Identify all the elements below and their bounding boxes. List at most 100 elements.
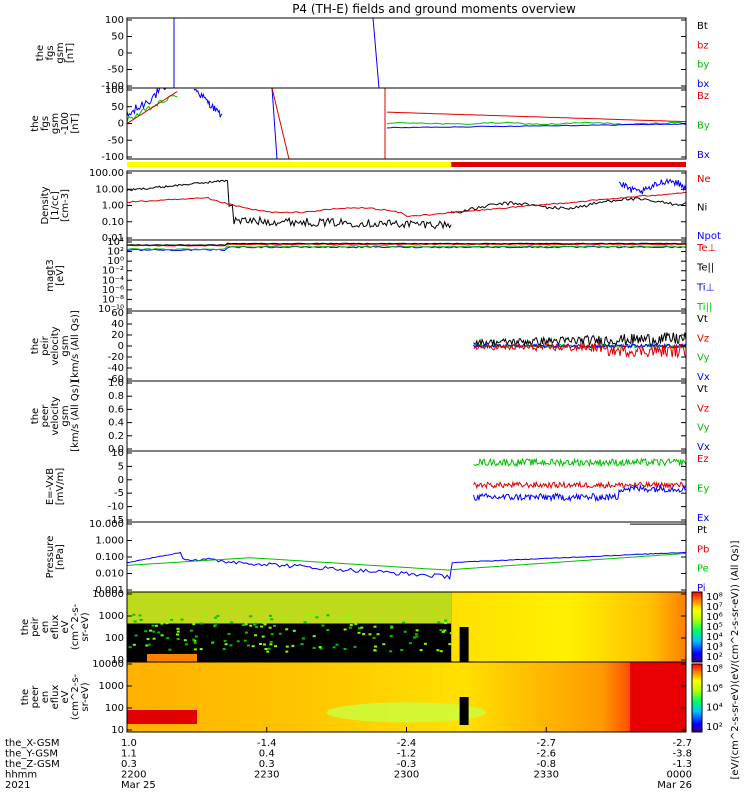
ylabel-line: [km/s (All Qs)]: [70, 380, 81, 452]
panel-fgs_zoom-traces: [127, 88, 686, 159]
legend-Vx: Vx: [697, 442, 710, 453]
xrow-label: hhmm: [5, 770, 37, 781]
xrow-value: -1.3: [672, 759, 692, 770]
chart-title: P4 (TH-E) fields and ground moments over…: [292, 2, 576, 16]
xrow-value: 1.0: [121, 738, 137, 749]
ytick-label: 100: [105, 85, 124, 96]
colorbar-1: [691, 591, 703, 663]
xrow-value: 2200: [121, 770, 146, 781]
spectrogram-speck: [286, 614, 290, 617]
ytick-label: 100: [105, 633, 124, 644]
colorbar-tick: 10²: [706, 722, 723, 733]
spectrogram-speck: [192, 623, 196, 626]
legend-Te⊥: Te⊥: [696, 243, 716, 254]
ytick-label: 10.000: [89, 519, 124, 530]
ylabel-line: magt3: [45, 259, 56, 292]
legend-Ne: Ne: [697, 174, 711, 185]
spectrogram-speck: [389, 650, 393, 653]
legend-Pe: Pe: [697, 564, 709, 575]
spectrogram-speck: [222, 648, 226, 651]
spectrogram-speck: [227, 632, 231, 635]
trace-vx: [473, 343, 686, 350]
spectrogram-speck: [360, 626, 364, 629]
xrow-value: -1.2: [397, 749, 417, 760]
ylabel-line: Pressure: [45, 536, 56, 579]
legend-Ti⊥: Ti⊥: [696, 282, 714, 293]
spectrogram-speck: [273, 624, 276, 627]
legend-By: By: [697, 121, 710, 132]
legend-Vy: Vy: [697, 423, 710, 434]
spectrogram-speck: [414, 633, 418, 636]
trace-ti-par: [127, 245, 686, 251]
spectrogram-speck: [357, 627, 361, 630]
spectrogram-low-patch: [147, 654, 197, 662]
spectrogram-speck: [441, 630, 445, 633]
xrow-label: the_Z-GSM: [5, 759, 60, 770]
spectrogram-speck: [403, 630, 407, 633]
xrow-value: -1.4: [257, 738, 277, 749]
xrow-value: 2330: [534, 770, 559, 781]
trace-te-par: [127, 242, 686, 246]
panel-density-traces: [127, 178, 686, 230]
ytick-label: 0: [118, 48, 124, 59]
spectrogram-speck: [160, 634, 164, 637]
spectrogram-speck: [253, 623, 257, 626]
ytick-label: 10000: [92, 659, 124, 670]
xrow-value: -3.8: [672, 749, 692, 760]
spectrogram-speck: [261, 635, 265, 638]
panel-peer_vel: 1.0 0.8 0.6 0.4 0.2 0.0 the peer velocity gsm [km/…: [30, 378, 710, 455]
ylabel-line: Density: [40, 186, 51, 224]
xrow-label: the_X-GSM: [5, 738, 59, 749]
colorbar-tick: 10⁵: [706, 622, 723, 633]
spectrogram-speck: [176, 633, 179, 636]
xrow-value: -2.7: [536, 738, 556, 749]
spectrogram-speck: [285, 628, 289, 631]
spectrogram-speck: [400, 649, 404, 651]
ytick-label: 10000: [92, 589, 124, 600]
spectrogram-speck: [267, 647, 271, 650]
ytick-label: 0.6: [108, 404, 124, 415]
ylabel-line: [nT]: [70, 113, 81, 133]
spectrogram-speck: [374, 645, 377, 648]
mode-bar-yellow: [127, 162, 452, 167]
spectrogram-speck: [160, 622, 164, 625]
ylabel-line: velocity: [50, 326, 61, 365]
mode-bar-red: [451, 162, 686, 167]
spectrogram-speck: [244, 623, 248, 626]
spectrogram-speck: [382, 643, 386, 646]
trace-bx-fall: [193, 88, 223, 118]
ylabel-line: peir: [40, 335, 51, 355]
spectrogram-band-high: [127, 592, 452, 624]
spectrogram-speck: [149, 629, 153, 632]
spectrogram-speck: [278, 632, 282, 635]
colorbar-label: [eV/(cm^2-s-sr-eV)(eV/(cm^2-s-sr-eV)) (A…: [730, 540, 741, 779]
xrow-value: -2.7: [672, 738, 692, 749]
spectrogram-speck: [415, 629, 419, 632]
spectrogram-speck: [300, 643, 304, 645]
spectrogram-speck: [373, 649, 377, 652]
ytick-label: -100: [101, 152, 124, 163]
panel-fgs-traces: [173, 18, 380, 88]
spectrogram-speck: [326, 629, 330, 631]
spectrogram-speck: [260, 625, 264, 628]
spectrogram-speck: [347, 613, 351, 616]
trace-pe: [127, 552, 686, 571]
ylabel-line: [cm-3]: [60, 189, 71, 222]
spectrogram-speck: [340, 618, 344, 621]
spectrogram-speck: [262, 621, 266, 624]
ytick-label: 100: [105, 15, 124, 26]
spectrogram-speck: [423, 642, 427, 645]
spectrogram-speck: [247, 644, 250, 647]
spectrogram-speck: [390, 626, 394, 629]
ytick-label: 0.8: [108, 391, 124, 402]
spectrogram-speck: [312, 635, 316, 638]
spectrogram-speck: [346, 618, 350, 621]
xrow-value: 0.3: [259, 759, 275, 770]
spectrogram-speck: [259, 643, 262, 645]
xrow-value: Mar 25: [121, 780, 156, 791]
ytick-label: 10: [111, 725, 124, 736]
spectrogram-speck: [216, 615, 220, 618]
spectrogram-speck: [443, 629, 447, 632]
